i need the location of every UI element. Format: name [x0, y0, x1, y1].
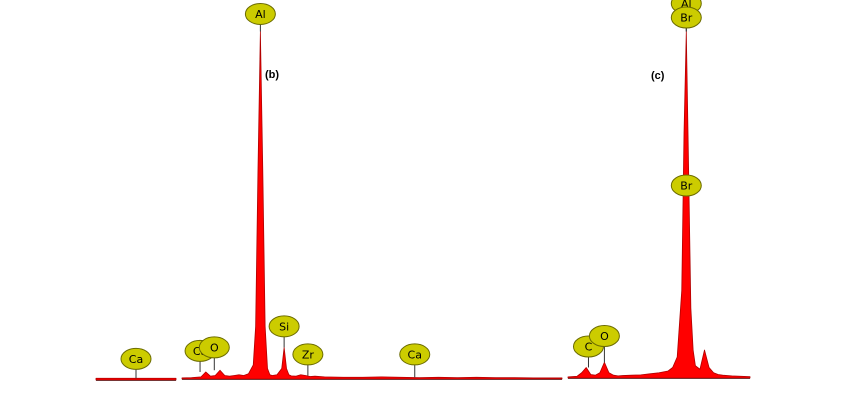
peak-badge [292, 343, 324, 366]
spectrum-area [95, 377, 177, 381]
peak-label: Si [279, 320, 289, 333]
peak-label: Br [680, 180, 693, 193]
spectrum-area [181, 31, 563, 380]
peak-label: Ca [408, 348, 422, 361]
peak-marker-o: O [588, 325, 620, 363]
peak-label: Al [681, 0, 692, 11]
peak-label: Br [680, 12, 693, 25]
spectrum-area [567, 31, 751, 379]
peak-marker-ca: Ca [120, 347, 152, 379]
peak-label: Al [255, 8, 266, 21]
peak-marker-br: Br [670, 174, 702, 197]
peak-marker-br: Br [670, 6, 702, 32]
spectrum-panel-1: (b)CaOAlSiZrCa [181, 2, 563, 380]
peak-badge [670, 174, 702, 197]
peak-label: Ca [129, 353, 143, 366]
peak-badge [244, 2, 276, 25]
peak-label: O [600, 330, 609, 343]
spectrum-panel-0: Ca [95, 347, 177, 381]
peak-label: Zr [302, 348, 315, 361]
peak-badge [670, 6, 702, 29]
panel-label: (c) [651, 70, 665, 82]
peak-marker-zr: Zr [292, 343, 324, 376]
peak-badge [588, 325, 620, 347]
peak-badge [198, 336, 230, 359]
peak-marker-al: Al [244, 2, 276, 32]
peak-marker-o: O [198, 336, 230, 371]
peak-label: O [210, 341, 219, 354]
panel-label: (b) [265, 69, 279, 81]
peak-badge [399, 343, 431, 366]
peak-label: C [585, 341, 593, 354]
peak-badge [268, 315, 300, 338]
peak-badge [120, 347, 152, 370]
peak-marker-si: Si [268, 315, 300, 348]
peak-marker-ca: Ca [399, 343, 431, 378]
